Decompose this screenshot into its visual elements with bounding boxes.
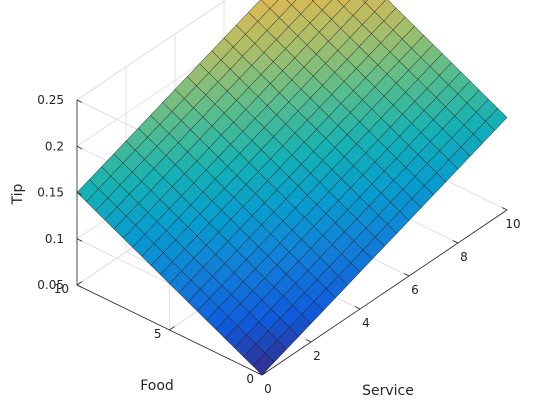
x-tick-label: 6	[411, 283, 419, 297]
z-tick-label: 0.05	[37, 278, 64, 292]
z-tick-label: 0.1	[45, 232, 64, 246]
y-tick-mark	[261, 371, 268, 376]
x-tick-label: 4	[362, 316, 370, 330]
surface-layer	[76, 0, 508, 376]
z-tick-label: 0.2	[45, 139, 64, 153]
z-tick-label: 0.25	[37, 93, 64, 107]
y-tick-mark	[76, 281, 83, 286]
x-tick-mark	[452, 240, 459, 244]
x-tick-label: 8	[460, 250, 468, 264]
box-edge	[76, 0, 227, 101]
axis-layer	[76, 99, 508, 376]
z-tick-mark	[76, 99, 83, 103]
surface-cell	[286, 0, 297, 6]
x-tick-label: 10	[505, 217, 520, 231]
x-tick-label: 2	[313, 349, 321, 363]
x-tick-label: 0	[264, 382, 272, 396]
z-axis-label: Tip	[10, 183, 26, 205]
x-tick-mark	[403, 273, 410, 277]
y-tick-label: 0	[246, 372, 254, 386]
y-tick-label: 10	[54, 282, 69, 296]
x-tick-mark	[305, 339, 312, 343]
x-tick-mark	[501, 207, 508, 211]
z-tick-mark	[76, 284, 83, 288]
surface-cell	[362, 0, 369, 3]
x-axis-line	[261, 209, 508, 376]
z-tick-mark	[76, 145, 83, 150]
x-tick-mark	[354, 306, 361, 310]
y-axis-label: Food	[140, 378, 174, 394]
z-tick-mark	[76, 238, 83, 242]
x-tick-mark	[256, 372, 263, 376]
z-tick-mark	[76, 192, 83, 196]
y-tick-label: 5	[154, 327, 162, 341]
surface-cell	[252, 352, 275, 376]
z-tick-label: 0.15	[37, 186, 64, 200]
y-tick-mark	[169, 326, 175, 331]
x-axis-label: Service	[362, 383, 414, 399]
